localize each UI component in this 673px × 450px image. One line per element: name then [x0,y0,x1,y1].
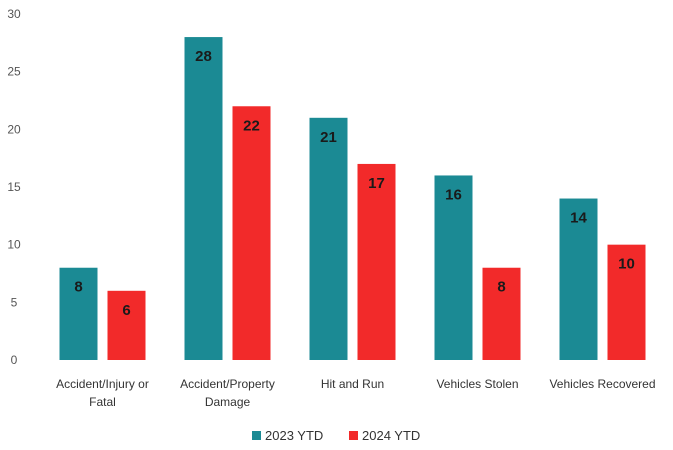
bar-value-label: 28 [195,48,212,65]
legend-swatch [252,431,261,440]
legend: 2023 YTD 2024 YTD [252,428,420,443]
bar-2024-4 [607,244,646,360]
y-tick-label: 0 [11,353,18,367]
bar-2023-0 [59,267,98,360]
category-label: Vehicles Recovered [549,377,655,391]
category-label: Hit and Run [321,377,384,391]
y-tick-label: 5 [11,295,18,309]
category-label: Accident/Property Damage [180,377,275,409]
bar-2023-3 [434,175,473,360]
legend-swatch [349,431,358,440]
y-tick-label: 15 [7,180,21,194]
category-label: Accident/Injury or Fatal [56,377,149,409]
bar-value-label: 8 [74,279,82,296]
y-tick-label: 20 [7,122,21,136]
bar-value-label: 8 [497,279,505,296]
bar-value-label: 22 [243,117,260,134]
y-axis-ticks: 0 5 10 15 20 25 30 [7,7,21,367]
bar-2024-0 [107,290,146,360]
bar-value-label: 21 [320,129,337,146]
bar-2024-3 [482,267,521,360]
legend-label: 2023 YTD [265,428,323,443]
legend-label: 2024 YTD [362,428,420,443]
y-tick-label: 25 [7,65,21,79]
bar-2023-1 [184,37,223,361]
bar-value-label: 14 [570,210,587,227]
bar-value-label: 10 [618,256,635,273]
bar-value-label: 17 [368,175,385,192]
bar-2023-2 [309,117,348,360]
category-label: Vehicles Stolen [436,377,518,391]
bar-2024-2 [357,163,396,360]
bar-2023-4 [559,198,598,360]
y-tick-label: 30 [7,7,21,21]
bar-value-label: 16 [445,186,462,203]
y-tick-label: 10 [7,238,21,252]
bar-value-label: 6 [122,302,130,319]
bars: 8 6 28 22 21 17 16 8 14 10 [59,37,646,361]
bar-2024-1 [232,106,271,361]
category-labels: Accident/Injury or Fatal Accident/Property… [56,377,655,409]
